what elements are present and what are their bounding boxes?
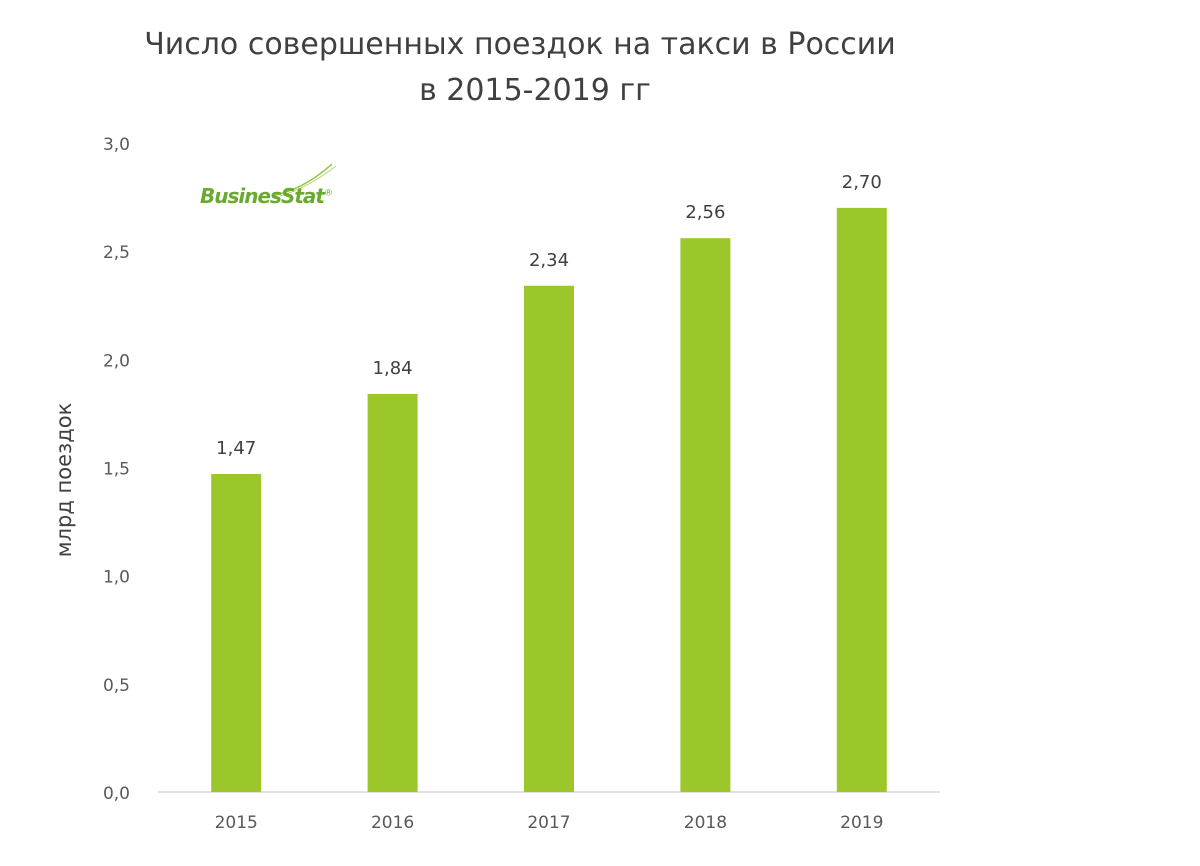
y-tick-label: 1,0 [103, 568, 130, 588]
bar [367, 393, 418, 792]
y-tick-label: 2,0 [103, 351, 130, 371]
bar [524, 285, 574, 792]
bar [836, 207, 887, 792]
data-label: 2,34 [529, 250, 569, 271]
chart-title: Число совершенных поездок на такси в Рос… [0, 22, 1040, 114]
y-tick-label: 2,5 [103, 243, 130, 263]
bar [680, 238, 731, 793]
x-tick-label: 2016 [371, 813, 414, 833]
chart-title-line-1: Число совершенных поездок на такси в Рос… [144, 27, 896, 62]
y-tick-label: 0,5 [103, 676, 130, 696]
logo-swoosh-icon [271, 163, 337, 197]
x-tick-label: 2019 [840, 813, 883, 833]
data-label: 2,70 [842, 172, 882, 193]
data-label: 1,47 [216, 438, 256, 459]
x-tick-label: 2017 [527, 813, 570, 833]
bar [211, 473, 262, 792]
x-tick-label: 2015 [215, 813, 258, 833]
logo-text: BusinesStat® [200, 184, 333, 208]
x-tick-label: 2018 [684, 813, 727, 833]
y-tick-label: 3,0 [103, 135, 130, 155]
logo-wordmark: BusinesStat [200, 184, 325, 208]
logo-registered-mark: ® [323, 188, 333, 199]
businesstat-logo: BusinesStat® [200, 162, 350, 218]
chart-title-line-2: в 2015-2019 гг [419, 73, 651, 108]
data-label: 1,84 [373, 358, 413, 379]
y-tick-label: 1,5 [103, 460, 130, 480]
data-label: 2,56 [685, 202, 725, 223]
y-tick-label: 0,0 [103, 784, 130, 804]
